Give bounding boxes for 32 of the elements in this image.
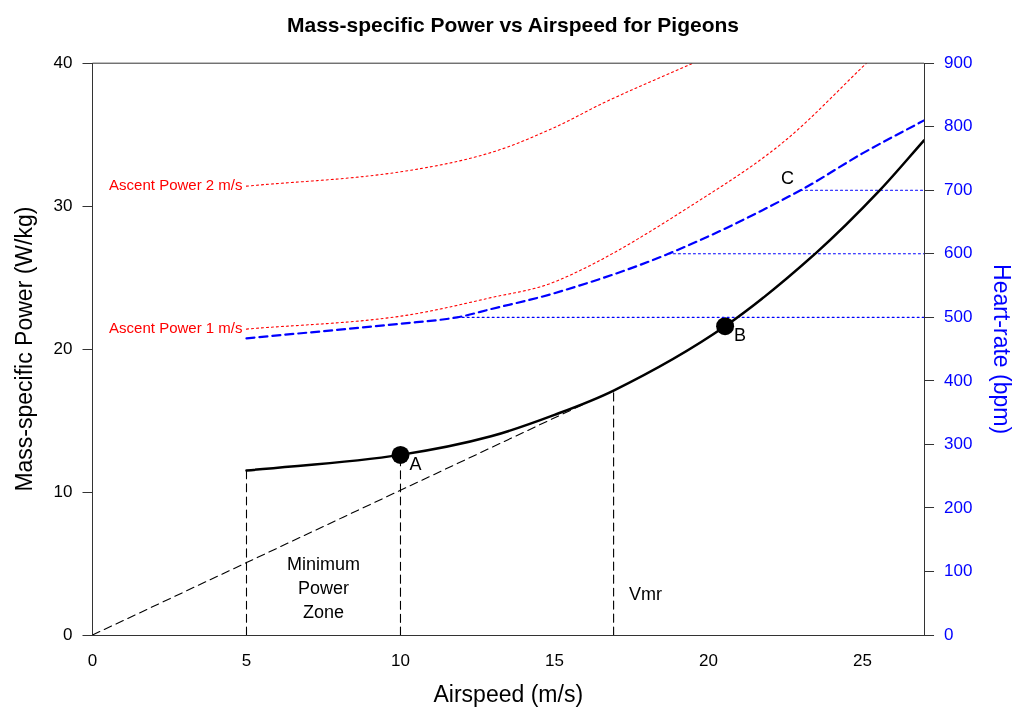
x-axis-title: Airspeed (m/s) <box>433 680 584 707</box>
annotation: C <box>781 168 795 189</box>
series-label: Ascent Power 1 m/s <box>109 319 243 337</box>
y2-axis-title: Heart-rate (bpm) <box>988 264 1015 435</box>
chart-title: Mass-specific Power vs Airspeed for Pigeons <box>286 13 740 37</box>
y-tick-label: 20 <box>53 338 73 358</box>
y-tick-label: 40 <box>53 52 73 72</box>
y2-tick-label: 700 <box>944 179 973 199</box>
y-tick-label: 10 <box>53 481 73 501</box>
y-tick-label: 30 <box>53 195 73 215</box>
y-axis-title: Mass-specific Power (W/kg) <box>11 206 38 492</box>
y2-tick-label: 300 <box>944 434 973 454</box>
x-tick-label: 0 <box>87 650 98 670</box>
annotation: Minimum Power Zone <box>286 553 360 622</box>
annotation: Vmr <box>629 583 663 604</box>
x-tick-label: 20 <box>698 650 718 670</box>
y2-tick-label: 900 <box>944 52 973 72</box>
y2-tick-label: 400 <box>944 370 973 390</box>
series-label: Ascent Power 2 m/s <box>109 176 243 194</box>
y2-tick-label: 800 <box>944 116 973 136</box>
y-tick-label: 0 <box>63 624 73 644</box>
x-tick-label: 25 <box>852 650 872 670</box>
y2-tick-label: 500 <box>944 307 973 327</box>
y2-tick-label: 100 <box>944 561 973 581</box>
y2-tick-label: 0 <box>944 624 954 644</box>
annotation: B <box>734 325 747 346</box>
y2-tick-label: 600 <box>944 243 973 263</box>
y2-tick-label: 200 <box>944 497 973 517</box>
x-tick-label: 5 <box>241 650 252 670</box>
x-tick-label: 15 <box>545 650 564 670</box>
x-tick-label: 10 <box>391 650 410 670</box>
annotation: A <box>409 453 422 474</box>
